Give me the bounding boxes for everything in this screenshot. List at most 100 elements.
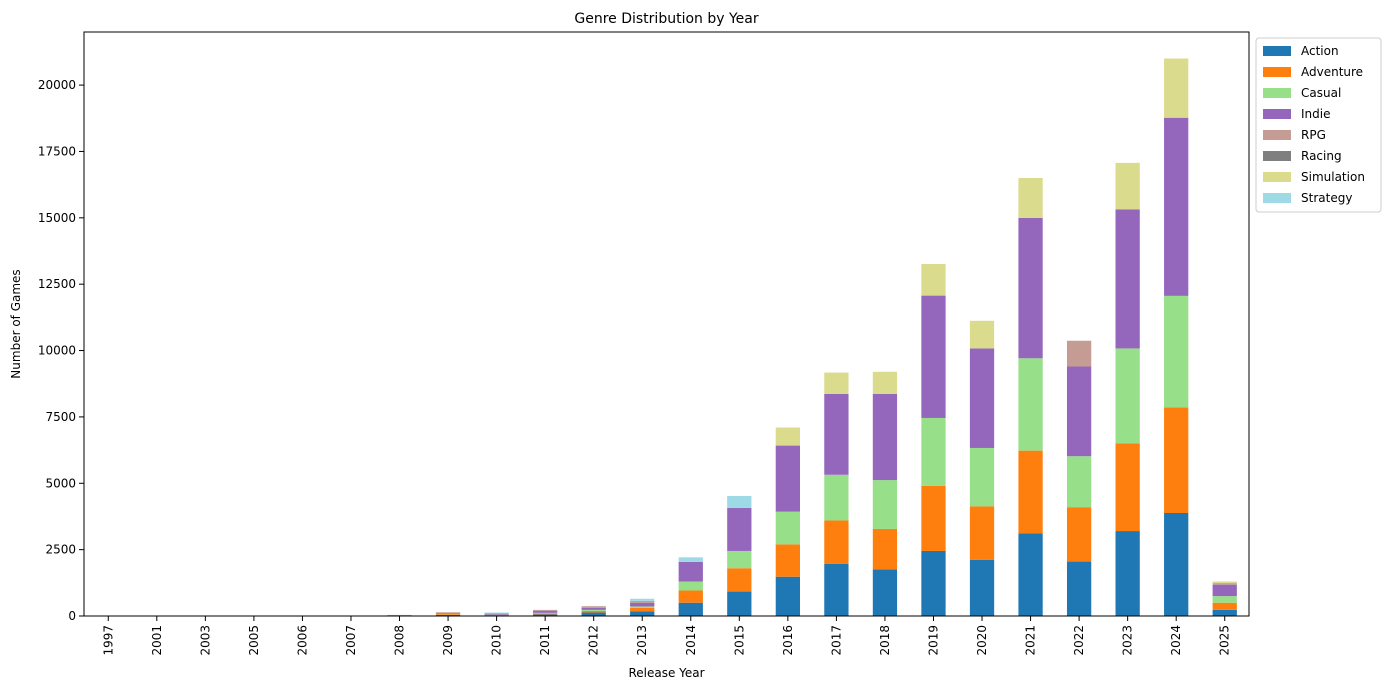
bar-action-2023 <box>1115 531 1140 616</box>
chart-title: Genre Distribution by Year <box>574 11 758 27</box>
legend-swatch-rpg <box>1263 130 1291 140</box>
x-tick-label: 2014 <box>684 625 698 656</box>
x-tick-label: 2008 <box>393 625 407 656</box>
legend-swatch-racing <box>1263 151 1291 161</box>
bar-action-2013 <box>630 611 655 616</box>
x-tick-label: 2007 <box>344 625 358 656</box>
bar-adventure-2009 <box>435 614 461 615</box>
bar-indie-2012 <box>581 607 606 610</box>
bar-action-2021 <box>1018 533 1043 616</box>
y-tick-label: 5000 <box>45 476 76 490</box>
legend-swatch-simulation <box>1263 172 1291 182</box>
bar-adventure-2021 <box>1018 450 1043 534</box>
legend-label-rpg: RPG <box>1301 128 1326 142</box>
bar-action-2009 <box>435 614 461 616</box>
x-tick-label: 2012 <box>587 625 601 656</box>
legend-label-racing: Racing <box>1301 149 1342 163</box>
bar-adventure-2013 <box>630 607 655 612</box>
bar-casual-2022 <box>1066 456 1092 508</box>
bar-adventure-2024 <box>1164 407 1189 514</box>
bar-indie-2011 <box>533 610 558 613</box>
bar-simulation-2025 <box>1212 581 1237 584</box>
bar-simulation-2016 <box>775 427 800 446</box>
legend-label-action: Action <box>1301 44 1339 58</box>
bar-casual-2019 <box>921 417 946 486</box>
bar-casual-2016 <box>775 511 800 545</box>
y-tick-label: 7500 <box>45 410 76 424</box>
y-tick-label: 0 <box>68 609 76 623</box>
legend-label-adventure: Adventure <box>1301 65 1363 79</box>
bar-indie-2015 <box>727 507 752 551</box>
x-tick-label: 2001 <box>150 625 164 656</box>
x-tick-label: 2013 <box>635 625 649 656</box>
bar-adventure-2017 <box>824 520 849 564</box>
x-tick-label: 2018 <box>878 625 892 656</box>
bar-casual-2015 <box>727 550 752 569</box>
y-tick-label: 12500 <box>38 277 76 291</box>
legend-label-simulation: Simulation <box>1301 170 1365 184</box>
x-tick-label: 2016 <box>781 625 795 656</box>
x-tick-label: 2022 <box>1072 625 1086 656</box>
bar-action-2020 <box>969 559 995 616</box>
bar-simulation-2017 <box>824 372 849 394</box>
x-tick-label: 2023 <box>1121 625 1135 656</box>
bar-indie-2013 <box>630 602 655 607</box>
x-tick-label: 2020 <box>975 625 989 656</box>
bar-indie-2016 <box>775 445 800 512</box>
legend-swatch-strategy <box>1263 193 1291 203</box>
bar-rpg-2009 <box>435 612 461 614</box>
bar-action-2015 <box>727 591 752 616</box>
y-axis: 0 2500 5000 7500 10000 12500 15000 17500 20000 <box>38 78 84 623</box>
bar-action-2018 <box>872 569 898 616</box>
bar-strategy-2013 <box>630 598 655 601</box>
y-axis-label: Number of Games <box>9 269 23 378</box>
bar-simulation-2020 <box>969 320 995 349</box>
bar-strategy-2014 <box>678 557 703 562</box>
bar-rpg-2013 <box>630 600 655 603</box>
bar-indie-2022 <box>1066 366 1092 457</box>
x-tick-label: 2009 <box>441 625 455 656</box>
bar-casual-2013 <box>630 606 655 608</box>
bar-casual-2025 <box>1212 596 1237 603</box>
x-tick-label: 1997 <box>101 625 115 656</box>
bar-casual-2017 <box>824 474 849 521</box>
bar-adventure-2022 <box>1066 507 1092 562</box>
bar-simulation-2018 <box>872 371 898 394</box>
bar-adventure-2011 <box>533 613 558 615</box>
bar-strategy-2015 <box>727 496 752 508</box>
bar-action-2022 <box>1066 561 1092 616</box>
bar-adventure-2019 <box>921 485 946 551</box>
y-tick-label: 2500 <box>45 543 76 557</box>
x-axis-label: Release Year <box>628 666 704 680</box>
x-tick-label: 2017 <box>829 625 843 656</box>
bar-action-2025 <box>1212 609 1237 616</box>
bar-adventure-2014 <box>678 590 703 603</box>
bar-action-2017 <box>824 563 849 616</box>
legend-swatch-casual <box>1263 88 1291 98</box>
legend-swatch-indie <box>1263 109 1291 119</box>
x-tick-label: 2003 <box>198 625 212 656</box>
bar-casual-2014 <box>678 581 703 591</box>
bar-adventure-2012 <box>581 610 606 613</box>
bar-indie-2021 <box>1018 217 1043 359</box>
bar-casual-2018 <box>872 480 898 529</box>
bar-casual-2024 <box>1164 295 1189 408</box>
x-tick-label: 2021 <box>1024 625 1038 656</box>
bar-adventure-2023 <box>1115 443 1140 532</box>
y-tick-label: 15000 <box>38 211 76 225</box>
bar-indie-2009 <box>435 613 461 614</box>
bar-adventure-2015 <box>727 568 752 592</box>
plot-area <box>387 58 1237 616</box>
legend-label-indie: Indie <box>1301 107 1330 121</box>
bar-casual-2012 <box>581 609 606 611</box>
x-tick-label: 2024 <box>1169 625 1183 656</box>
bar-indie-2020 <box>969 348 995 448</box>
x-tick-label: 2011 <box>538 625 552 656</box>
bar-indie-2008 <box>387 615 412 616</box>
bar-indie-2019 <box>921 295 946 418</box>
bar-adventure-2018 <box>872 528 898 570</box>
bar-rpg-2012 <box>581 606 606 608</box>
bar-simulation-2024 <box>1164 58 1189 118</box>
legend-box <box>1255 37 1382 213</box>
